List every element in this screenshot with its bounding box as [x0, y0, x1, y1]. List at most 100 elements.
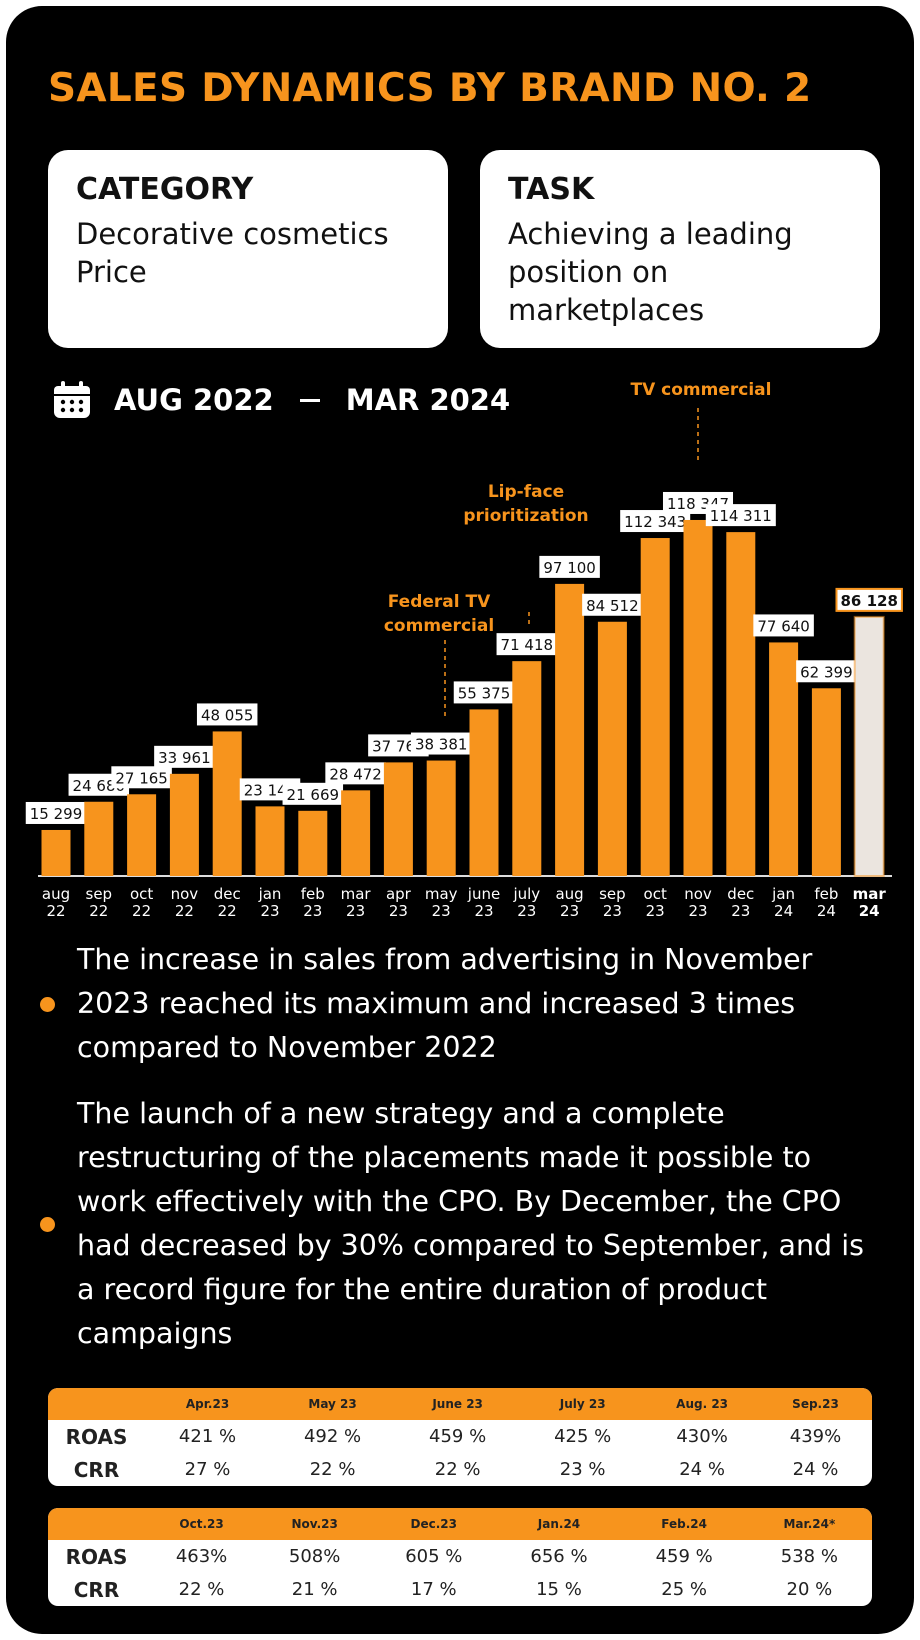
value-label-box	[196, 703, 258, 726]
value-label: 33 961	[158, 749, 211, 767]
x-tick-label: nov 23	[684, 885, 712, 920]
x-tick-label-part: 22	[89, 902, 108, 920]
value-label-box	[539, 555, 600, 578]
bar	[426, 760, 456, 876]
bullets: The increase in sales from advertising i…	[40, 938, 870, 1378]
table-cell: 656 %	[530, 1546, 588, 1567]
x-tick-label-part: 23	[303, 902, 322, 920]
x-tick-label-part: feb	[301, 885, 325, 903]
header-cell	[48, 1508, 145, 1540]
row-label: CRR	[73, 1577, 120, 1602]
table-cell: 17 %	[410, 1579, 457, 1600]
table-cell: 508%	[288, 1546, 341, 1567]
table-cell: 492 %	[303, 1426, 362, 1447]
x-tick-label-part: 23	[474, 902, 493, 920]
x-tick-label-part: mar	[341, 885, 372, 903]
annotation: Lip-face prioritization	[463, 482, 589, 526]
x-tick-label-part: oct	[130, 885, 153, 903]
bar	[298, 810, 328, 876]
value-label-box	[582, 593, 643, 616]
value-label-box	[25, 801, 87, 824]
x-tick-label-part: 24	[859, 902, 880, 920]
x-tick-label-part: 22	[175, 902, 194, 920]
x-tick-label-part: nov	[171, 885, 199, 903]
table-cell: 425 %	[554, 1426, 612, 1447]
value-label: 84 512	[586, 597, 639, 615]
bar	[127, 794, 157, 876]
bar	[41, 829, 71, 876]
bar	[640, 538, 670, 876]
x-tick-label-part: mar	[853, 885, 887, 903]
value-label: 48 055	[201, 706, 254, 724]
column-header: Oct.23	[145, 1508, 259, 1540]
period-end: MAR 2024	[345, 383, 511, 417]
x-tick-label: jan 23	[258, 885, 282, 920]
card-line: Decorative cosmetics	[76, 217, 389, 251]
value-label: 38 381	[415, 736, 468, 754]
card-line: Achieving a leading position on marketpl…	[508, 217, 793, 327]
column-header: Feb.24	[621, 1508, 747, 1540]
x-tick-label-part: apr	[386, 885, 412, 903]
bar	[853, 615, 885, 877]
x-tick-label-part: 23	[646, 902, 665, 920]
x-tick-label: oct 22	[130, 885, 153, 920]
bar	[212, 731, 242, 876]
x-tick-label-part: 22	[218, 902, 237, 920]
bar	[383, 762, 413, 876]
annotation: Federal TV commercial	[383, 592, 495, 636]
table-cell: 459 %	[655, 1546, 713, 1567]
value-label-box	[410, 732, 472, 755]
metrics-table: Oct.23 Nov.23 Dec.23 Jan.24 Feb.24 Mar.24* ROA…	[48, 1508, 872, 1606]
bar	[169, 773, 199, 876]
column-header: June 23	[395, 1388, 521, 1420]
value-label: 28 472	[329, 765, 382, 783]
x-tick-label: dec 23	[727, 885, 754, 920]
period-dash	[299, 398, 320, 402]
bullet-dot	[40, 1216, 55, 1232]
x-tick-label-part: aug	[42, 885, 70, 903]
x-tick-label-part: 23	[603, 902, 622, 920]
row-label: ROAS	[65, 1424, 128, 1449]
x-tick-label-part: 24	[817, 902, 836, 920]
table-row: CRR 27 % 22 % 22 % 23 % 24 % 24 %	[48, 1453, 872, 1486]
value-label: 55 375	[458, 684, 511, 702]
value-label: 62 399	[800, 663, 853, 681]
table-cell: 430%	[676, 1426, 728, 1447]
column-header: Jan.24	[496, 1508, 622, 1540]
value-label-box	[705, 504, 776, 527]
x-tick-label-part: 23	[517, 902, 536, 920]
table-cell: 21 %	[291, 1579, 338, 1600]
column-header: Apr.23	[145, 1388, 271, 1420]
table-cell: 605 %	[405, 1546, 463, 1567]
x-tick-label-part: dec	[727, 885, 754, 903]
x-tick-label-part: july	[512, 885, 540, 903]
value-label-box	[325, 762, 386, 785]
period-start: AUG 2022	[114, 383, 274, 417]
table-cell: 463%	[175, 1546, 228, 1567]
table-row: ROAS 421 % 492 % 459 % 425 % 430% 439%	[48, 1420, 872, 1453]
calendar-icon	[54, 381, 90, 418]
x-tick-label: apr 23	[386, 885, 412, 920]
table-cell: 15 %	[536, 1579, 582, 1600]
card: TASK Achieving a leading position on mar…	[480, 150, 880, 348]
bullet: The increase in sales from advertising i…	[40, 938, 870, 1070]
table-cell: 22 %	[309, 1459, 356, 1480]
bar	[555, 583, 585, 876]
column-header: Aug. 23	[645, 1388, 759, 1420]
value-label: 21 669	[287, 786, 340, 804]
x-tick-label-part: 22	[132, 902, 151, 920]
header-row: Apr.23 May 23 June 23 July 23 Aug. 23 Sep.23	[48, 1388, 872, 1420]
x-tick-label-part: nov	[684, 885, 712, 903]
header-row: Oct.23 Nov.23 Dec.23 Jan.24 Feb.24 Mar.24*	[48, 1508, 872, 1540]
x-tick-label-part: 23	[688, 902, 707, 920]
value-label-box	[496, 633, 558, 656]
x-tick-label: sep 23	[599, 885, 626, 920]
metrics-table: Apr.23 May 23 June 23 July 23 Aug. 23 Sep.23 R…	[48, 1388, 872, 1486]
bar	[255, 806, 285, 876]
value-label-box	[111, 766, 172, 789]
x-tick-label: aug 22	[42, 885, 70, 920]
x-tick-label: feb 24	[814, 885, 838, 920]
card-heading: TASK	[508, 172, 595, 207]
